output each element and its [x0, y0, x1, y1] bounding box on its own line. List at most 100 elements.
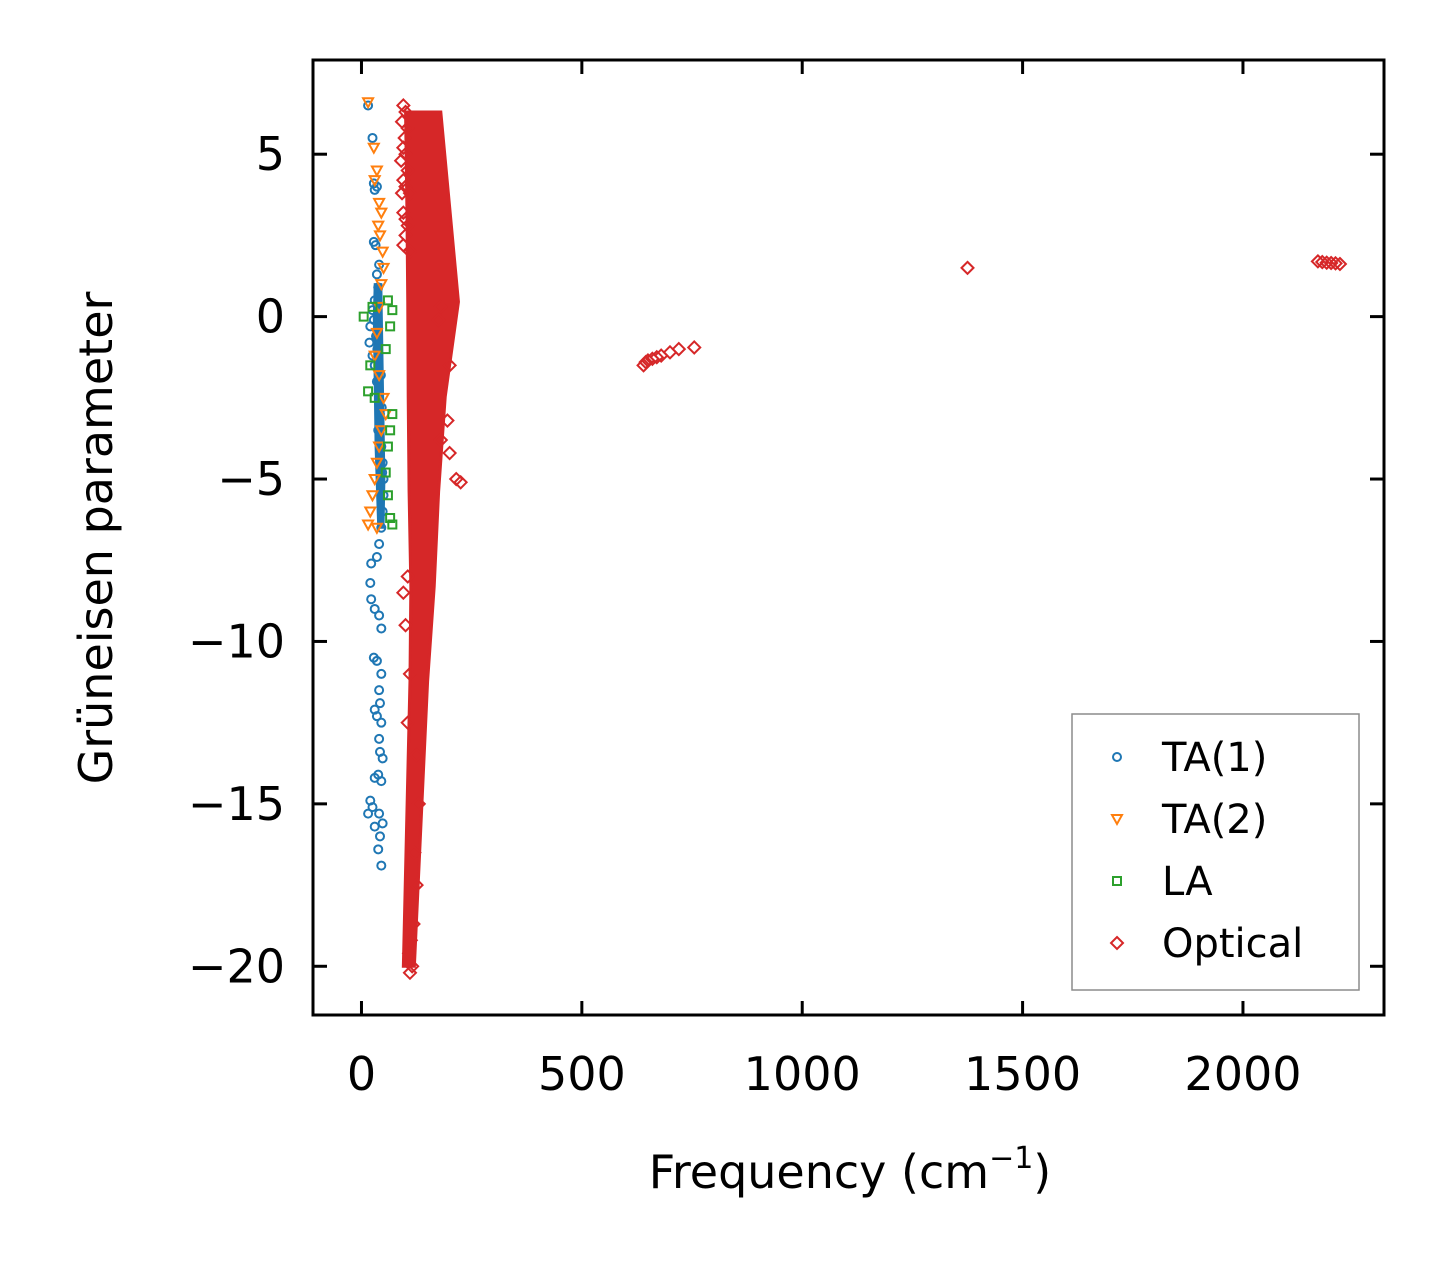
point-2-9	[387, 409, 398, 420]
point-0-36	[376, 668, 387, 679]
legend-marker-1	[1110, 814, 1124, 827]
x-tick-label-2: 1000	[744, 1047, 861, 1101]
point-3-53	[1319, 255, 1335, 271]
point-0-13	[364, 337, 375, 348]
point-0-51	[374, 808, 385, 819]
point-3-19	[433, 299, 449, 315]
point-1-2	[370, 165, 384, 178]
y-tick-label-0: 5	[256, 127, 285, 181]
point-3-54	[1323, 255, 1339, 271]
point-2-7	[363, 386, 374, 397]
point-2-8	[369, 392, 380, 403]
point-1-0	[361, 97, 375, 110]
point-3-18	[402, 244, 418, 260]
point-3-36	[400, 715, 416, 731]
point-2-15	[387, 519, 398, 530]
point-2-2	[382, 295, 393, 306]
point-3-35	[409, 747, 424, 763]
legend-marker-0	[1112, 752, 1122, 762]
point-3-34	[411, 796, 427, 812]
point-3-20	[431, 312, 447, 328]
point-3-27	[402, 965, 418, 981]
point-0-30	[366, 594, 377, 605]
x-axis-label-superscript: −1	[989, 1141, 1033, 1176]
point-1-21	[365, 490, 380, 503]
series-la	[358, 295, 398, 530]
point-3-9	[395, 172, 411, 188]
point-0-40	[371, 711, 382, 722]
point-3-37	[402, 666, 418, 682]
point-3-31	[406, 916, 421, 932]
point-0-6	[370, 240, 381, 251]
point-0-41	[376, 717, 387, 728]
point-3-0	[395, 98, 411, 113]
point-3-41	[636, 357, 651, 373]
y-tick-label-3: −10	[188, 614, 285, 668]
x-tick-label-3: 1500	[964, 1047, 1081, 1101]
point-3-45	[649, 349, 665, 365]
point-3-5	[395, 140, 411, 156]
point-3-52	[1314, 254, 1330, 270]
y-tick-label-2: −5	[217, 452, 285, 506]
point-0-29	[365, 577, 376, 588]
point-1-23	[361, 519, 375, 532]
point-0-37	[374, 685, 385, 696]
point-0-50	[363, 808, 374, 819]
point-0-26	[374, 538, 385, 549]
point-0-33	[376, 623, 387, 634]
point-3-51	[1310, 253, 1326, 269]
point-3-13	[395, 205, 411, 221]
point-2-13	[382, 490, 393, 501]
series-ta-2-	[361, 97, 393, 535]
point-1-18	[372, 441, 386, 454]
point-3-22	[440, 413, 455, 428]
y-tick-label-4: −15	[188, 777, 285, 831]
series-optical	[393, 98, 1348, 981]
x-tick-label-4: 2000	[1184, 1047, 1301, 1101]
point-1-20	[368, 474, 382, 487]
point-3-55	[1328, 255, 1343, 271]
point-0-53	[369, 821, 380, 832]
point-0-58	[371, 331, 382, 342]
x-tick-label-1: 500	[538, 1047, 626, 1101]
point-3-56	[1332, 256, 1348, 272]
point-0-52	[377, 818, 388, 829]
legend-label-0: TA(1)	[1161, 735, 1267, 781]
point-0-22	[378, 474, 389, 485]
y-axis-label: Grüneisen parameter	[69, 291, 123, 784]
legend-label-3: Optical	[1162, 921, 1303, 967]
point-2-10	[385, 425, 396, 436]
point-0-49	[367, 802, 378, 813]
point-0-24	[377, 506, 388, 517]
x-axis-label-main: Frequency (cm	[649, 1145, 989, 1199]
point-1-1	[367, 142, 381, 155]
point-0-31	[369, 603, 380, 614]
legend-label-1: TA(2)	[1161, 797, 1267, 843]
point-3-26	[453, 474, 469, 490]
point-0-1	[367, 132, 378, 143]
point-3-28	[404, 958, 420, 974]
point-3-12	[402, 185, 418, 201]
point-0-35	[371, 655, 382, 666]
y-axis-ticks: 5 0 −5 −10 −15 −20	[188, 127, 1384, 993]
point-3-24	[442, 445, 458, 461]
point-2-1	[367, 301, 378, 312]
x-axis-label: Frequency (cm−1)	[649, 1141, 1052, 1199]
point-0-57	[368, 314, 379, 325]
point-0-47	[376, 776, 387, 787]
point-2-4	[385, 321, 396, 332]
point-1-10	[374, 279, 389, 292]
point-1-24	[370, 522, 384, 535]
point-0-42	[374, 733, 385, 744]
point-1-6	[371, 220, 385, 233]
point-2-14	[385, 513, 396, 524]
series-layer	[358, 97, 1348, 981]
point-3-50	[960, 260, 975, 276]
legend-marker-2	[1112, 876, 1122, 886]
x-tick-label-0: 0	[347, 1047, 376, 1101]
legend-items: TA(1) TA(2) LA Optical	[1109, 735, 1303, 967]
point-1-9	[376, 262, 391, 275]
legend-label-2: LA	[1162, 859, 1213, 905]
point-1-14	[372, 370, 386, 383]
